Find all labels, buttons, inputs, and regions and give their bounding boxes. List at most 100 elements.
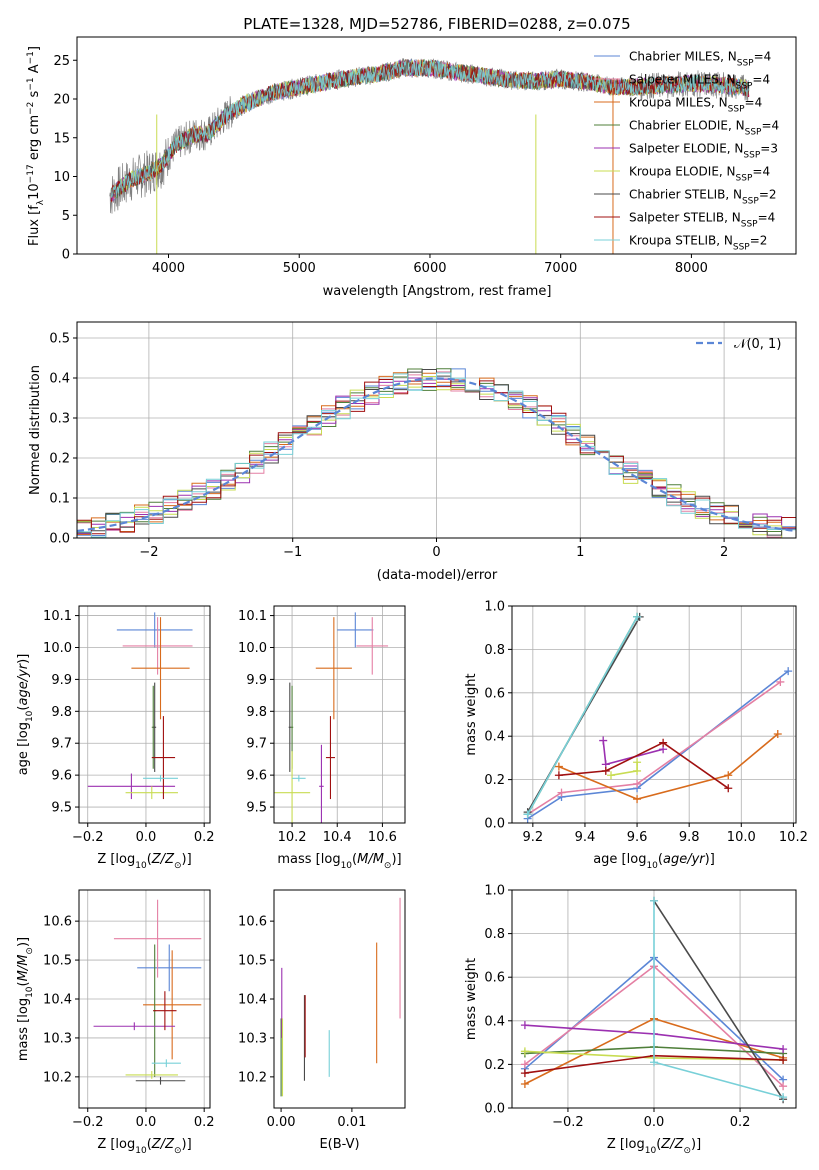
x-tick-label: 9.6 <box>627 830 648 845</box>
plot-area <box>512 890 796 1108</box>
chart-age-vs-Z: −0.2 0.0 0.2 9.5 9.6 9.7 9.8 9.9 10.0 10.1 Z [log1… <box>16 605 215 871</box>
plot-area <box>109 58 750 254</box>
x-tick-label: 0.01 <box>337 1115 366 1130</box>
series-marker <box>650 896 658 905</box>
y-tick-label: 10.4 <box>43 993 72 1008</box>
x-axis-label: (data-model)/error <box>377 568 498 583</box>
series-marker <box>724 784 733 793</box>
series-marker <box>554 762 563 771</box>
errorbar-point <box>122 617 193 675</box>
y-tick-label: 5 <box>62 209 70 224</box>
x-tick-label: 10.4 <box>323 830 352 845</box>
y-tick-label: 20 <box>53 93 70 108</box>
errorbar-point <box>143 775 178 782</box>
x-tick-label: 0.2 <box>730 1115 751 1130</box>
series-marker <box>520 1060 529 1069</box>
series-marker <box>633 779 642 788</box>
y-axis-label: age [log10(age/yr)] <box>16 654 35 776</box>
y-axis-label: mass weight <box>464 958 479 1040</box>
y-tick-label: 9.6 <box>51 769 72 784</box>
y-tick-label: 10.0 <box>238 641 267 656</box>
y-tick-label: 9.5 <box>51 801 72 816</box>
y-axis-label: Flux [fλ10−17 erg cm−2 s−1 A−1] <box>26 46 46 246</box>
chart-spectrum: 4000 5000 6000 7000 8000 0 5 10 15 20 25 wavelength… <box>26 36 797 299</box>
series-marker <box>776 677 785 686</box>
series-marker <box>650 1058 658 1067</box>
y-tick-label: 1.0 <box>484 600 505 615</box>
y-tick-label: 9.7 <box>51 737 72 752</box>
series-marker <box>633 766 642 775</box>
x-axis-label: Z [log10(Z/Z⊙)] <box>97 852 191 871</box>
x-tick-label: 10.6 <box>368 830 397 845</box>
errorbar-point <box>125 1071 178 1079</box>
series-marker <box>601 766 610 775</box>
x-tick-label: 0.00 <box>267 1115 296 1130</box>
chart-age-vs-mass: 10.2 10.4 10.6 9.5 9.6 9.7 9.8 9.9 10.0 10.1 mass … <box>238 605 406 871</box>
errorbar-point <box>315 617 352 720</box>
y-axis-label: Normed distribution <box>28 365 43 495</box>
series-marker <box>554 771 563 780</box>
y-tick-label: 10.2 <box>43 1070 72 1085</box>
y-tick-label: 10.0 <box>43 641 72 656</box>
x-tick-label: 5000 <box>283 261 316 276</box>
y-tick-label: 10.3 <box>238 1031 267 1046</box>
series-marker <box>779 1056 788 1065</box>
x-axis-label: Z [log10(Z/Z⊙)] <box>97 1137 191 1156</box>
legend-label: Kroupa STELIB, NSSP=2 <box>629 234 767 253</box>
errorbar-point <box>274 751 311 823</box>
y-tick-label: 10.5 <box>43 954 72 969</box>
series-line <box>527 681 781 815</box>
x-tick-label: 4000 <box>152 261 185 276</box>
axes-frame <box>511 605 797 824</box>
series-marker <box>520 1080 529 1089</box>
x-tick-label: −0.2 <box>72 830 104 845</box>
chart-residuals: −2 −1 0 1 2 0.0 0.1 0.2 0.3 0.4 0.5 (data-model)/er… <box>28 321 797 583</box>
x-tick-label: 0.0 <box>644 1115 665 1130</box>
legend-label: Kroupa MILES, NSSP=4 <box>629 96 762 115</box>
x-tick-label: −0.2 <box>72 1115 104 1130</box>
y-tick-label: 0 <box>62 248 70 263</box>
series-marker <box>523 810 532 819</box>
series-marker <box>779 1082 788 1091</box>
series-marker <box>520 1069 529 1078</box>
series-line <box>558 741 729 789</box>
errorbar-point <box>131 617 190 720</box>
legend-label: Chabrier STELIB, NSSP=2 <box>629 188 777 207</box>
model-spectrum <box>110 59 750 198</box>
y-tick-label: 10.6 <box>43 915 72 930</box>
errorbar-point <box>151 716 176 800</box>
legend-label: 𝒩(0, 1) <box>734 337 781 352</box>
y-tick-label: 10.6 <box>238 915 267 930</box>
y-tick-label: 0.8 <box>484 643 505 658</box>
x-axis-label: wavelength [Angstrom, rest frame] <box>323 284 552 299</box>
series-marker <box>779 1093 788 1102</box>
figure-title: PLATE=1328, MJD=52786, FIBERID=0288, z=0… <box>243 15 630 33</box>
axes-frame <box>76 36 797 255</box>
x-tick-label: 10.2 <box>779 830 808 845</box>
y-tick-label: 0.5 <box>49 332 70 347</box>
series-line <box>610 762 638 777</box>
series-marker <box>779 1045 788 1054</box>
x-tick-label: 8000 <box>675 261 708 276</box>
errorbar-point <box>135 1076 186 1085</box>
x-axis-label: Z [log10(Z/Z⊙)] <box>607 1137 701 1156</box>
series-marker <box>633 758 642 767</box>
y-tick-label: 0.0 <box>484 1102 505 1117</box>
series-marker <box>557 788 566 797</box>
plot-area <box>280 897 401 1097</box>
axes-frame <box>78 889 211 1109</box>
x-axis-label: E(B-V) <box>319 1137 359 1152</box>
series-marker <box>599 736 608 745</box>
y-tick-label: 0.4 <box>484 1014 505 1029</box>
plot-area <box>79 890 210 1108</box>
y-tick-label: 9.5 <box>246 801 267 816</box>
errorbar-point <box>292 775 306 782</box>
x-tick-label: 6000 <box>413 261 446 276</box>
legend: 𝒩(0, 1) <box>696 337 781 352</box>
x-tick-label: 1 <box>576 545 584 560</box>
series-marker <box>633 795 642 804</box>
y-tick-label: 0.3 <box>49 412 70 427</box>
series-marker <box>520 1047 529 1056</box>
errorbar-point <box>356 617 389 675</box>
